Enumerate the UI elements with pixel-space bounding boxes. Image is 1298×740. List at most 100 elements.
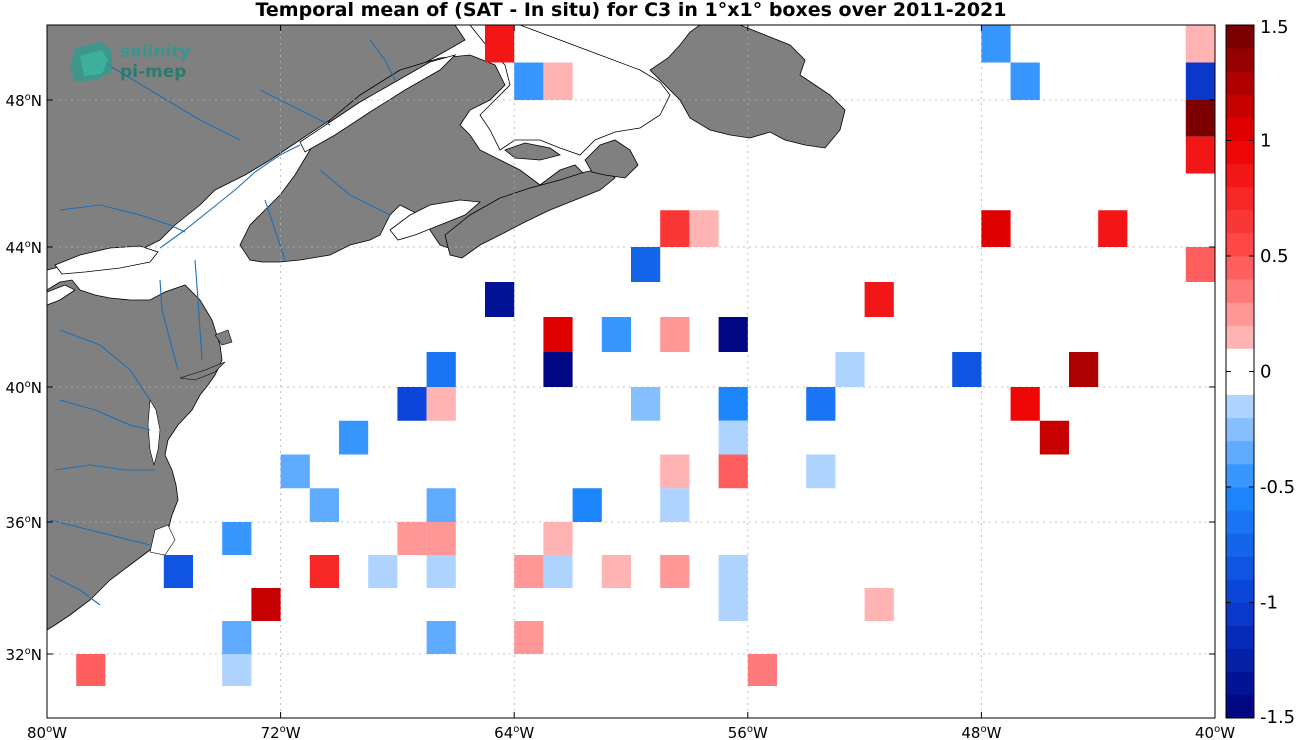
data-cell xyxy=(864,282,894,317)
salinity-pi-mep-logo: salinity pi-mep xyxy=(70,42,190,82)
river-north-quebec xyxy=(99,59,241,141)
data-cell xyxy=(718,387,748,421)
colorbar-level xyxy=(1226,348,1254,372)
river-kennebec xyxy=(264,199,286,261)
colorbar-level xyxy=(1226,602,1254,626)
data-cell xyxy=(718,420,748,455)
lat-tick-label: 36oN xyxy=(6,514,42,532)
colorbar-level xyxy=(1226,579,1254,603)
colorbar-level xyxy=(1226,648,1254,673)
data-cell xyxy=(426,555,456,588)
data-cell xyxy=(543,352,573,387)
colorbar-level xyxy=(1226,440,1254,465)
data-cell xyxy=(368,555,398,588)
data-cell xyxy=(981,25,1011,63)
data-cell xyxy=(485,25,515,63)
data-cell xyxy=(718,588,748,621)
pamlico-sound xyxy=(149,524,176,556)
data-cell xyxy=(835,352,865,387)
colorbar-tick-label: -1 xyxy=(1260,593,1278,614)
lon-tick-label: 56oW xyxy=(728,724,768,740)
data-cell xyxy=(426,488,456,522)
river-susquehanna xyxy=(59,329,151,401)
figure-title: Temporal mean of (SAT - In situ) for C3 … xyxy=(255,0,1006,21)
colorbar-tick-label: 1.5 xyxy=(1260,17,1289,38)
axes: 80oW 72oW 64oW 56oW 48oW 40oW 32oN 36oN 40oN 44oN… xyxy=(6,25,1235,740)
data-cell xyxy=(1010,387,1040,421)
colorbar-level xyxy=(1226,671,1254,696)
colorbar-level xyxy=(1226,209,1254,234)
logo-line-1: salinity xyxy=(120,42,190,62)
data-cell xyxy=(1185,25,1215,63)
colorbar-level xyxy=(1226,417,1254,442)
colorbar-level xyxy=(1226,25,1254,49)
lon-tick-label: 80oW xyxy=(27,724,67,740)
colorbar-level xyxy=(1226,463,1254,488)
data-cell xyxy=(426,387,456,421)
data-cell xyxy=(426,522,456,555)
data-cell xyxy=(572,488,602,522)
colorbar-level xyxy=(1226,325,1254,349)
data-cell xyxy=(981,210,1011,247)
data-cell xyxy=(660,454,690,489)
colorbar-level xyxy=(1226,694,1254,719)
map-panel: salinity pi-mep xyxy=(46,24,1216,719)
colorbar-level xyxy=(1226,533,1254,557)
colorbar-level xyxy=(1226,302,1254,326)
river-cape-fear xyxy=(49,574,101,606)
colorbar-level xyxy=(1226,256,1254,280)
colorbar-level xyxy=(1226,625,1254,650)
data-cell xyxy=(1185,100,1215,137)
data-cell xyxy=(718,555,748,588)
colorbar-level xyxy=(1226,94,1254,118)
lon-tick-label: 40oW xyxy=(1195,724,1235,740)
colorbar-tick-label: 1 xyxy=(1260,131,1271,152)
data-cell xyxy=(485,282,515,317)
colorbar-level xyxy=(1226,394,1254,419)
data-cell xyxy=(660,555,690,588)
colorbar-level xyxy=(1226,279,1254,303)
data-cell xyxy=(1098,210,1128,247)
data-cell xyxy=(426,352,456,387)
colorbar-level xyxy=(1226,140,1254,164)
data-cell xyxy=(339,420,369,455)
data-cell xyxy=(426,621,456,654)
data-cell xyxy=(543,62,573,100)
data-cell xyxy=(1039,420,1069,455)
lon-tick-label: 48oW xyxy=(961,724,1001,740)
st-lawrence-estuary xyxy=(299,54,457,153)
colorbar-level xyxy=(1226,232,1254,257)
data-cell xyxy=(1010,62,1040,100)
colorbar-level xyxy=(1226,71,1254,95)
data-cell xyxy=(1185,247,1215,282)
land-cape-cod xyxy=(214,329,233,346)
data-cell xyxy=(718,454,748,489)
data-cell xyxy=(222,654,252,686)
colorbar-level xyxy=(1226,117,1254,141)
data-cell xyxy=(660,488,690,522)
river-connecticut xyxy=(194,259,203,361)
data-cell xyxy=(806,387,836,421)
colorbar-tick-label: 0.5 xyxy=(1260,246,1289,267)
data-cell xyxy=(76,654,106,686)
data-cell xyxy=(660,317,690,352)
data-cell xyxy=(514,621,544,654)
data-cell xyxy=(309,488,339,522)
logo-mark-inner-icon xyxy=(80,50,108,76)
colorbar-level xyxy=(1226,371,1254,395)
data-cell xyxy=(601,317,631,352)
river-ottawa xyxy=(59,204,186,233)
data-cells xyxy=(76,25,1215,686)
river-saguenay xyxy=(259,89,331,126)
data-cell xyxy=(747,654,777,686)
river-potomac xyxy=(59,399,151,431)
colorbar-level xyxy=(1226,186,1254,211)
data-cell xyxy=(543,555,573,588)
data-cell xyxy=(222,522,252,555)
river-st-lawrence xyxy=(159,144,301,249)
data-cell xyxy=(163,555,193,588)
colorbar-level xyxy=(1226,510,1254,534)
lat-tick-label: 44oN xyxy=(6,239,42,257)
data-cell xyxy=(514,62,544,100)
